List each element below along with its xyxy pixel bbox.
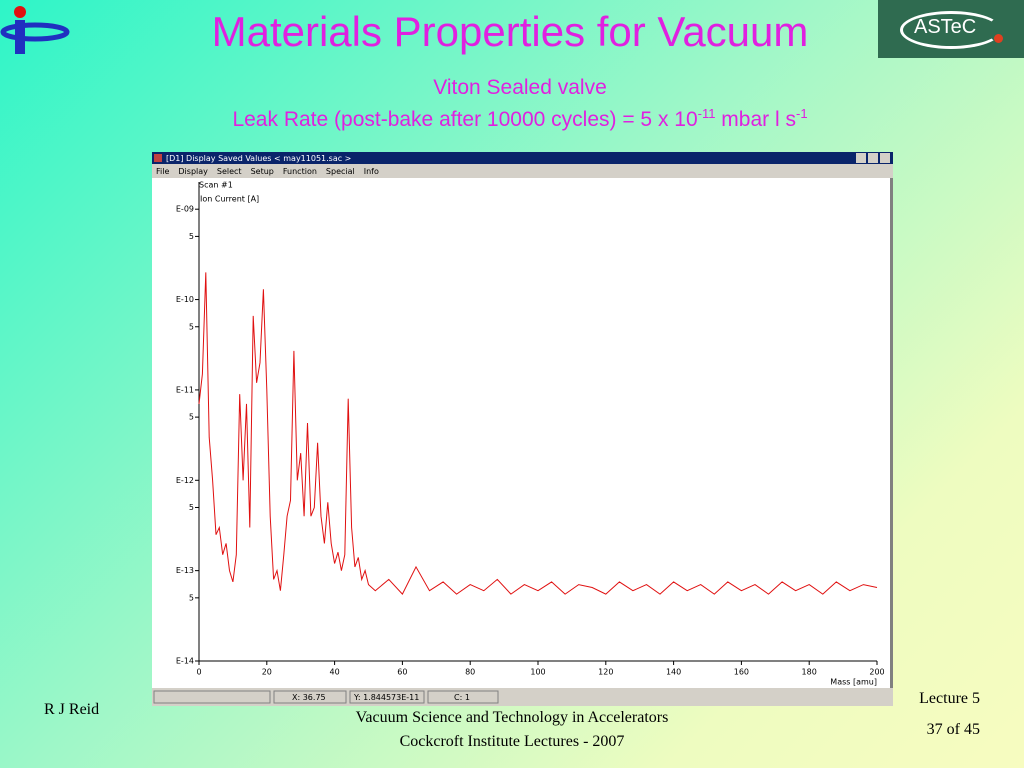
footer-line: Vacuum Science and Technology in Acceler… xyxy=(355,709,669,726)
y-tick-label: E-14 xyxy=(176,657,194,666)
menu-item[interactable]: Select xyxy=(217,167,242,176)
x-tick-label: 180 xyxy=(802,668,817,677)
x-tick-label: 20 xyxy=(262,668,272,677)
logo-right: ASTeC xyxy=(878,0,1024,58)
minimize[interactable] xyxy=(856,153,866,163)
menu-item[interactable]: Setup xyxy=(251,167,274,176)
y-tick-label: E-13 xyxy=(176,566,194,575)
y-tick-label: 5 xyxy=(189,413,194,422)
subtitle: Viton Sealed valve xyxy=(433,76,607,99)
footer-line: Cockcroft Institute Lectures - 2007 xyxy=(399,733,625,750)
x-tick-label: 120 xyxy=(598,668,613,677)
chart: [D1] Display Saved Values < may11051.sac… xyxy=(152,152,893,704)
window-title: [D1] Display Saved Values < may11051.sac… xyxy=(166,154,351,163)
menu-item[interactable]: Function xyxy=(283,167,317,176)
x-axis-label: Mass [amu] xyxy=(830,678,877,687)
x-tick-label: 100 xyxy=(530,668,545,677)
status-field: C: 1 xyxy=(454,693,470,702)
y-axis-label: Ion Current [A] xyxy=(200,195,259,204)
logo-text: ASTeC xyxy=(914,16,977,38)
sup: -1 xyxy=(795,106,808,121)
x-tick-label: 140 xyxy=(666,668,681,677)
menu-item[interactable]: Display xyxy=(178,167,208,176)
x-tick-label: 60 xyxy=(397,668,407,677)
x-tick-label: 200 xyxy=(869,668,884,677)
text: mbar l s xyxy=(715,108,796,131)
spectrum-line xyxy=(198,272,878,595)
status-field: X: 36.75 xyxy=(292,693,326,702)
y-tick-label: 5 xyxy=(189,593,194,602)
y-tick-label: 5 xyxy=(189,322,194,331)
x-tick-label: 40 xyxy=(330,668,340,677)
close[interactable] xyxy=(880,153,890,163)
page-number: 37 of 45 xyxy=(926,721,980,738)
maximize[interactable] xyxy=(868,153,878,163)
y-tick-label: E-09 xyxy=(176,205,194,214)
menu-item[interactable]: Info xyxy=(364,167,379,176)
menu-item[interactable]: File xyxy=(156,167,169,176)
slide-title: Materials Properties for Vacuum xyxy=(211,8,809,55)
scan-label: Scan #1 xyxy=(199,181,233,190)
text: Leak Rate (post-bake after 10000 cycles)… xyxy=(232,108,698,131)
x-tick-label: 160 xyxy=(734,668,749,677)
x-tick-label: 80 xyxy=(465,668,475,677)
y-tick-label: E-12 xyxy=(176,476,194,485)
y-tick-label: E-10 xyxy=(176,295,194,304)
y-tick-label: 5 xyxy=(189,232,194,241)
menu-item[interactable]: Special xyxy=(326,167,355,176)
logo-left xyxy=(0,6,70,54)
y-tick-label: E-11 xyxy=(176,385,194,394)
status-field: Y: 1.844573E-11 xyxy=(353,693,419,702)
app-window: [D1] Display Saved Values < may11051.sac… xyxy=(152,152,893,706)
x-tick-label: 0 xyxy=(196,668,201,677)
sup: -11 xyxy=(697,106,716,121)
subtitle-2: Leak Rate (post-bake after 10000 cycles)… xyxy=(100,106,940,132)
lecture: Lecture 5 xyxy=(919,690,980,707)
author: R J Reid xyxy=(44,701,100,718)
y-tick-label: 5 xyxy=(189,503,194,512)
